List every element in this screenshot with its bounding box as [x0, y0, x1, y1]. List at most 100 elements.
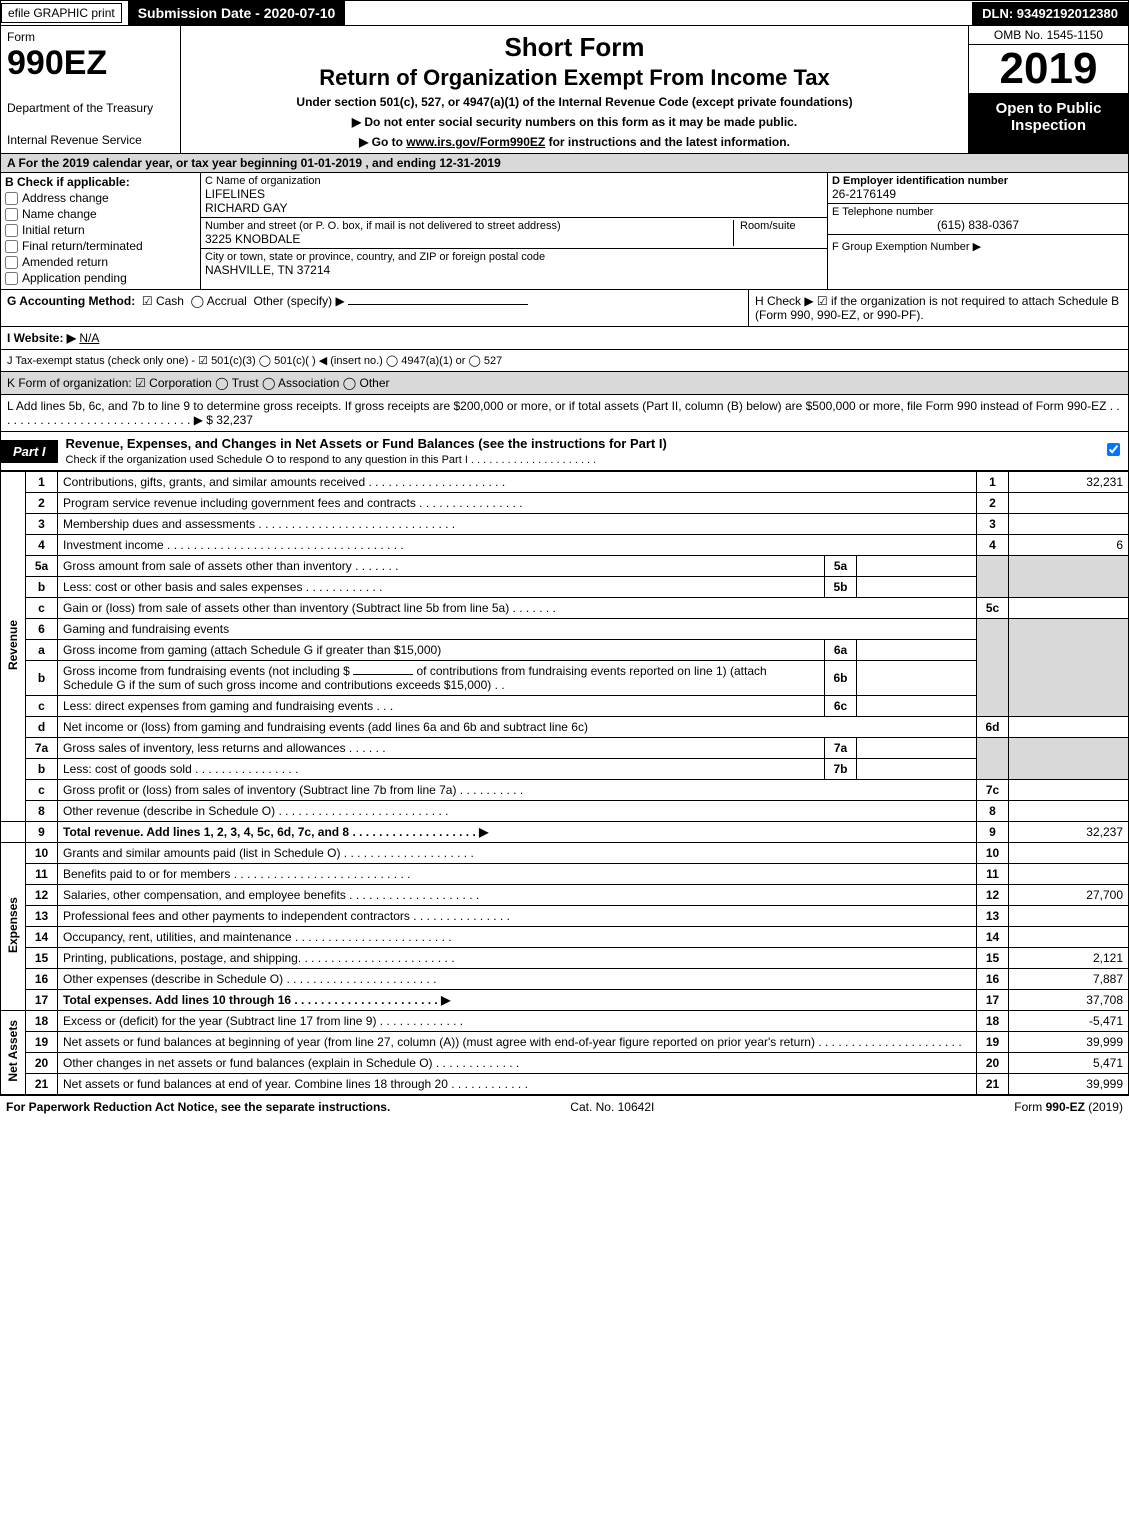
- chk-application-pending-box[interactable]: [5, 272, 18, 285]
- revenue-side-end: [1, 822, 26, 843]
- chk-amended-return[interactable]: Amended return: [5, 255, 196, 269]
- line-3-amt: [1009, 514, 1129, 535]
- line-19-amt: 39,999: [1009, 1032, 1129, 1053]
- chk-name-change-box[interactable]: [5, 208, 18, 221]
- chk-address-change[interactable]: Address change: [5, 191, 196, 205]
- line-6c-subamt: [857, 696, 977, 717]
- efile-print-button[interactable]: efile GRAPHIC print: [1, 3, 122, 23]
- line-7c-num: c: [26, 780, 58, 801]
- phone-label: E Telephone number: [832, 206, 1124, 218]
- section-d: D Employer identification number 26-2176…: [828, 173, 1128, 289]
- line-8-num: 8: [26, 801, 58, 822]
- line-5b-subamt: [857, 577, 977, 598]
- form-header: Form 990EZ Department of the Treasury In…: [0, 26, 1129, 154]
- row-g: G Accounting Method: ☑ Cash ◯ Accrual Ot…: [1, 290, 748, 326]
- netassets-side-label: Net Assets: [1, 1011, 26, 1095]
- row-gh: G Accounting Method: ☑ Cash ◯ Accrual Ot…: [0, 290, 1129, 327]
- page-footer: For Paperwork Reduction Act Notice, see …: [0, 1095, 1129, 1118]
- line-12-ref: 12: [977, 885, 1009, 906]
- grey-5-amt: [1009, 556, 1129, 598]
- room-suite: Room/suite: [733, 220, 823, 246]
- part1-checkbox[interactable]: [1099, 439, 1128, 463]
- line-13-num: 13: [26, 906, 58, 927]
- chk-name-change[interactable]: Name change: [5, 207, 196, 221]
- line-6d-num: d: [26, 717, 58, 738]
- line-20-num: 20: [26, 1053, 58, 1074]
- line-6b-subamt: [857, 661, 977, 696]
- main-table: Revenue 1 Contributions, gifts, grants, …: [0, 471, 1129, 1095]
- info-grid: B Check if applicable: Address change Na…: [0, 173, 1129, 290]
- line-21-ref: 21: [977, 1074, 1009, 1095]
- chk-application-pending[interactable]: Application pending: [5, 271, 196, 285]
- city-box: City or town, state or province, country…: [201, 249, 827, 279]
- city-value: NASHVILLE, TN 37214: [205, 263, 823, 277]
- line-7c-desc: Gross profit or (loss) from sales of inv…: [58, 780, 977, 801]
- chk-address-change-label: Address change: [22, 191, 109, 205]
- line-6d-amt: [1009, 717, 1129, 738]
- org-name-box: C Name of organization LIFELINES RICHARD…: [201, 173, 827, 218]
- chk-amended-return-box[interactable]: [5, 256, 18, 269]
- line-6a-sub: 6a: [825, 640, 857, 661]
- line-3-desc: Membership dues and assessments . . . . …: [58, 514, 977, 535]
- line-18-desc: Excess or (deficit) for the year (Subtra…: [58, 1011, 977, 1032]
- room-label: Room/suite: [740, 220, 823, 232]
- line-8-amt: [1009, 801, 1129, 822]
- line-4-num: 4: [26, 535, 58, 556]
- cat-number: Cat. No. 10642I: [570, 1100, 654, 1114]
- row-a-tax-year: A For the 2019 calendar year, or tax yea…: [0, 154, 1129, 173]
- part1-checkbox-input[interactable]: [1107, 443, 1120, 456]
- line-4-amt: 6: [1009, 535, 1129, 556]
- line-4-desc: Investment income . . . . . . . . . . . …: [58, 535, 977, 556]
- line-7b-sub: 7b: [825, 759, 857, 780]
- line-13-ref: 13: [977, 906, 1009, 927]
- line-10-ref: 10: [977, 843, 1009, 864]
- line-18-num: 18: [26, 1011, 58, 1032]
- chk-initial-return[interactable]: Initial return: [5, 223, 196, 237]
- row-l-value: 32,237: [216, 413, 253, 427]
- line-20-desc: Other changes in net assets or fund bala…: [58, 1053, 977, 1074]
- line-17-num: 17: [26, 990, 58, 1011]
- line-5a-sub: 5a: [825, 556, 857, 577]
- line-11-ref: 11: [977, 864, 1009, 885]
- line-7a-desc: Gross sales of inventory, less returns a…: [58, 738, 825, 759]
- part1-title: Revenue, Expenses, and Changes in Net As…: [58, 432, 1099, 470]
- street-box: Number and street (or P. O. box, if mail…: [201, 218, 827, 249]
- street-label: Number and street (or P. O. box, if mail…: [205, 220, 733, 232]
- line-7b-desc: Less: cost of goods sold . . . . . . . .…: [58, 759, 825, 780]
- chk-initial-return-label: Initial return: [22, 223, 85, 237]
- part1-header: Part I Revenue, Expenses, and Changes in…: [0, 432, 1129, 471]
- line-6b-blank: [353, 674, 413, 675]
- short-form-title: Short Form: [189, 32, 960, 63]
- group-exemption-label: F Group Exemption Number ▶: [832, 241, 981, 253]
- chk-final-return-label: Final return/terminated: [22, 239, 143, 253]
- expenses-side-label: Expenses: [1, 843, 26, 1011]
- line-12-num: 12: [26, 885, 58, 906]
- city-label: City or town, state or province, country…: [205, 251, 823, 263]
- form-word: Form: [7, 30, 174, 44]
- header-center: Short Form Return of Organization Exempt…: [181, 26, 968, 153]
- line-6a-num: a: [26, 640, 58, 661]
- chk-address-change-box[interactable]: [5, 192, 18, 205]
- line-1-amt: 32,231: [1009, 472, 1129, 493]
- website-label: I Website: ▶: [7, 331, 76, 345]
- part1-label: Part I: [1, 440, 58, 463]
- line-15-num: 15: [26, 948, 58, 969]
- line-8-desc: Other revenue (describe in Schedule O) .…: [58, 801, 977, 822]
- line-6a-subamt: [857, 640, 977, 661]
- section-c: C Name of organization LIFELINES RICHARD…: [201, 173, 828, 289]
- line-12-amt: 27,700: [1009, 885, 1129, 906]
- chk-name-change-label: Name change: [22, 207, 97, 221]
- street-value: 3225 KNOBDALE: [205, 232, 733, 246]
- dln-label: DLN: 93492192012380: [972, 2, 1128, 25]
- line-5b-sub: 5b: [825, 577, 857, 598]
- top-bar-left: efile GRAPHIC print Submission Date - 20…: [1, 1, 345, 25]
- chk-final-return[interactable]: Final return/terminated: [5, 239, 196, 253]
- line-21-num: 21: [26, 1074, 58, 1095]
- chk-initial-return-box[interactable]: [5, 224, 18, 237]
- irs-link[interactable]: www.irs.gov/Form990EZ: [406, 135, 545, 149]
- line-6-num: 6: [26, 619, 58, 640]
- grey-7-amt: [1009, 738, 1129, 780]
- other-specify-blank: [348, 304, 528, 305]
- line-2-amt: [1009, 493, 1129, 514]
- chk-final-return-box[interactable]: [5, 240, 18, 253]
